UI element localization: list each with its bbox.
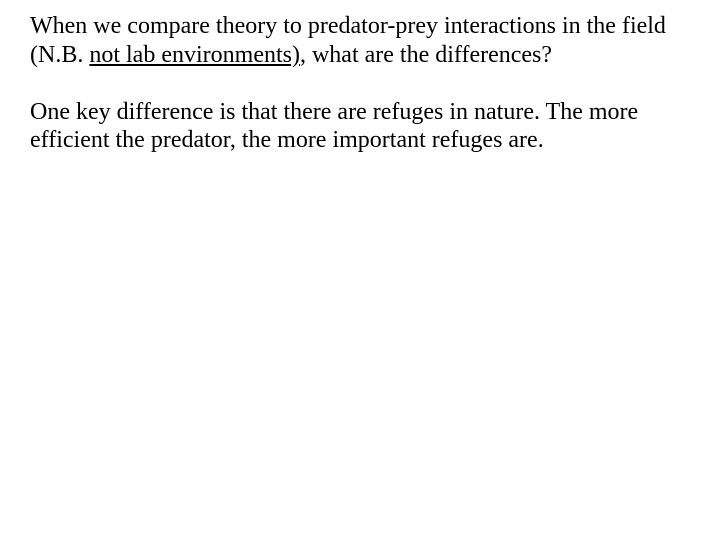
text-part-2: , what are the differences?	[300, 42, 552, 68]
paragraph-answer: One key difference is that there are ref…	[30, 98, 720, 156]
paragraph-question: When we compare theory to predator-prey …	[30, 12, 720, 70]
text-underlined: not lab environments)	[89, 42, 300, 68]
